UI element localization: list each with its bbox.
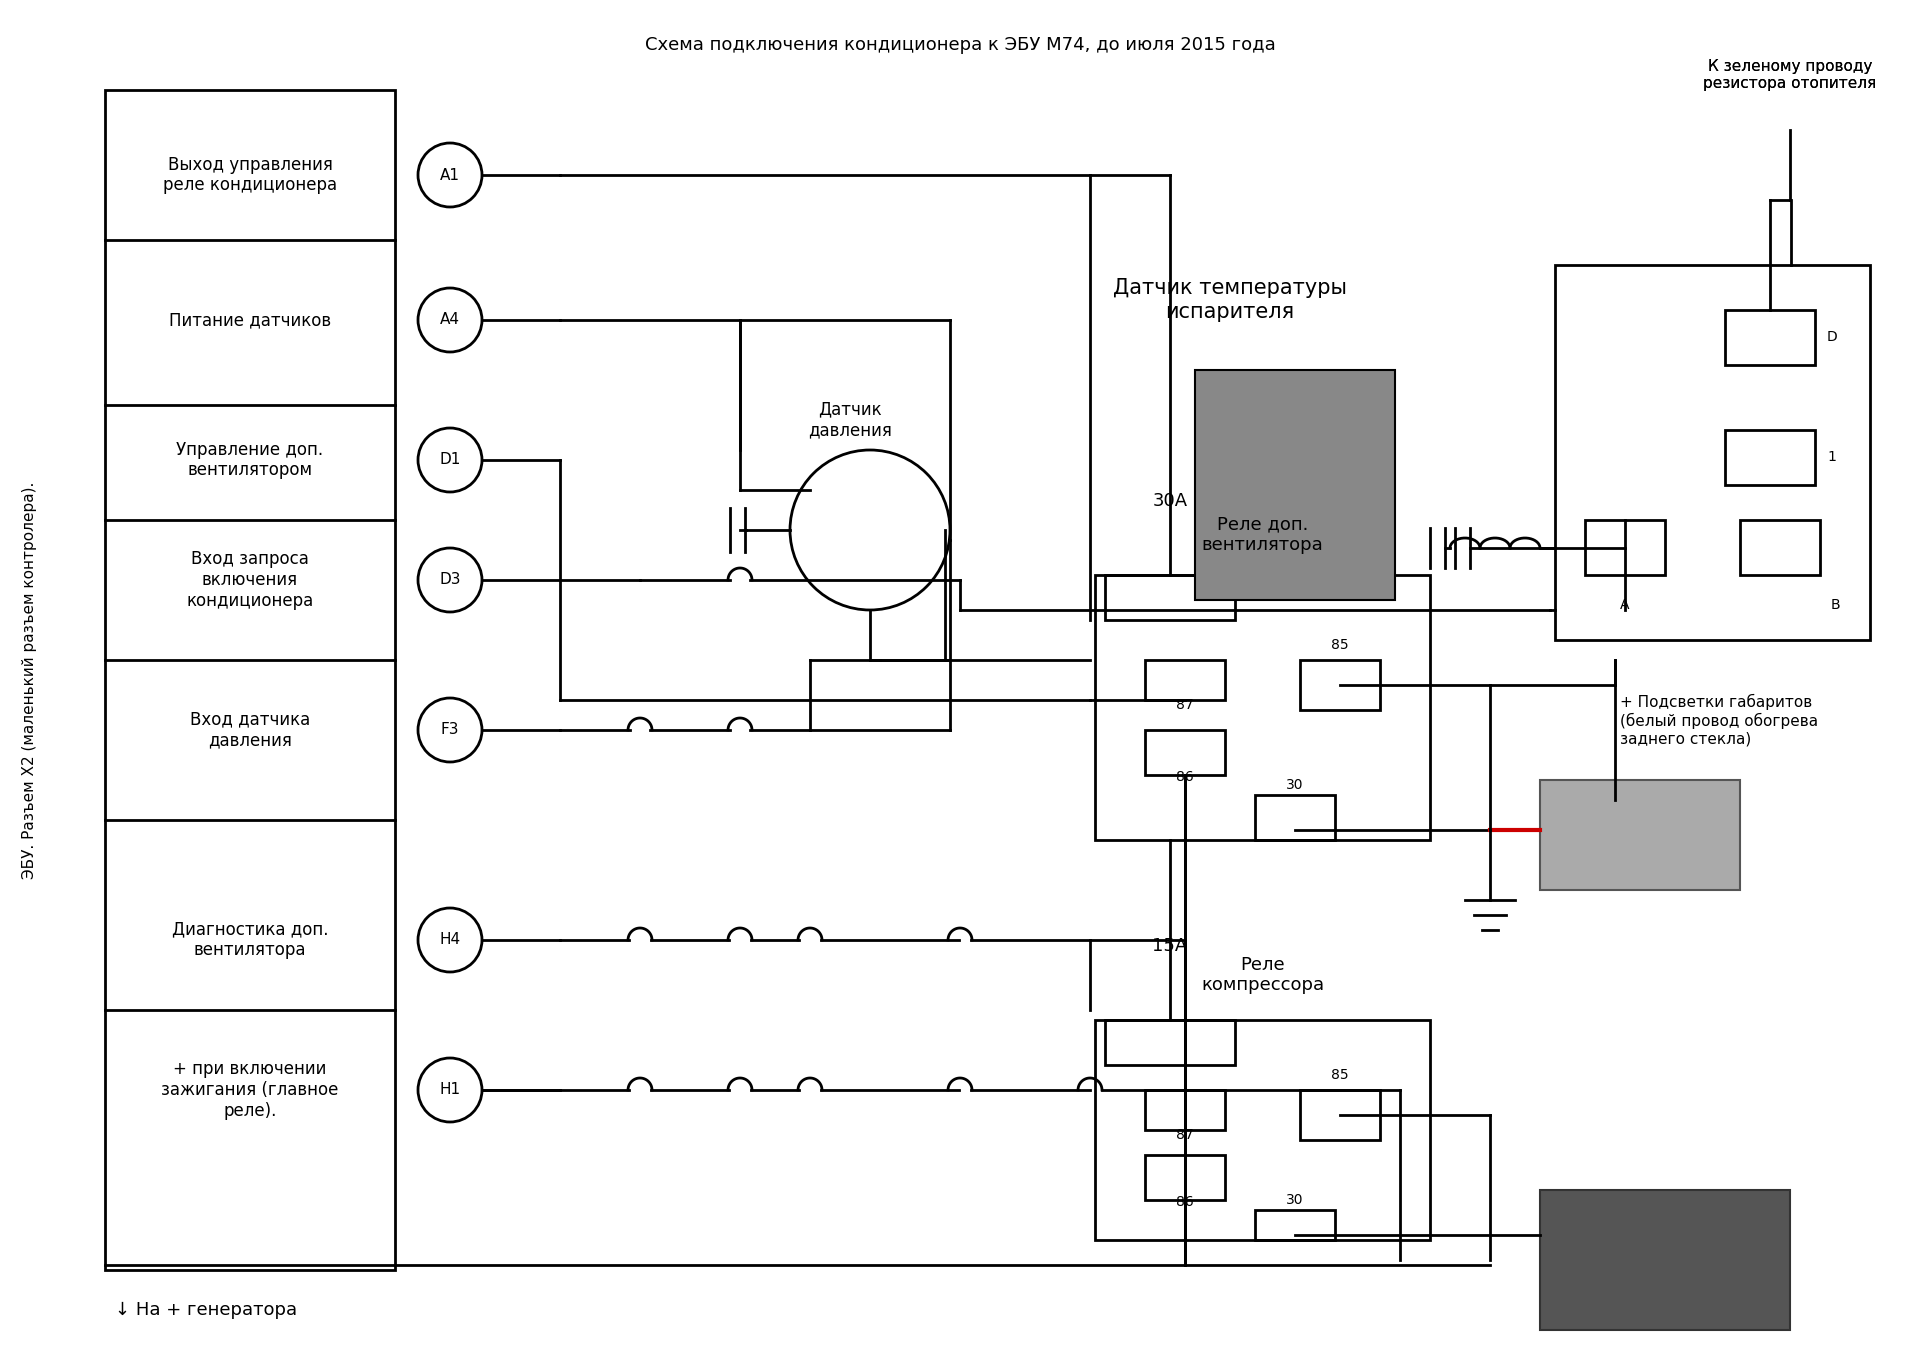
Text: Питание датчиков: Питание датчиков	[169, 311, 330, 329]
Text: 30А: 30А	[1152, 492, 1188, 511]
Text: Вход датчика
давления: Вход датчика давления	[190, 710, 311, 750]
Text: Реле доп.
вентилятора: Реле доп. вентилятора	[1202, 516, 1323, 554]
Text: 15А: 15А	[1152, 937, 1188, 955]
Text: Реле
компрессора: Реле компрессора	[1200, 956, 1325, 994]
Text: 85: 85	[1331, 1067, 1350, 1082]
Text: 87: 87	[1177, 1128, 1194, 1142]
Text: Вход запроса
включения
кондиционера: Вход запроса включения кондиционера	[186, 550, 313, 610]
Bar	[1256, 794, 1334, 841]
Text: F3: F3	[442, 722, 459, 737]
Text: ↓ На + генератора: ↓ На + генератора	[115, 1301, 298, 1319]
Text: D1: D1	[440, 452, 461, 467]
Text: A1: A1	[440, 167, 461, 182]
FancyBboxPatch shape	[1540, 779, 1740, 889]
Text: + при включении
зажигания (главное
реле).: + при включении зажигания (главное реле)…	[161, 1061, 338, 1120]
Bar	[1144, 1090, 1225, 1130]
Bar	[1555, 265, 1870, 640]
Text: 87: 87	[1177, 698, 1194, 712]
Bar	[1106, 1020, 1235, 1065]
FancyBboxPatch shape	[1194, 369, 1396, 600]
Bar	[1094, 574, 1430, 841]
Text: B: B	[1830, 598, 1839, 612]
Bar	[106, 90, 396, 1270]
Bar	[1586, 520, 1665, 574]
Bar	[1144, 660, 1225, 699]
Text: Схема подключения кондиционера к ЭБУ М74, до июля 2015 года: Схема подключения кондиционера к ЭБУ М74…	[645, 37, 1275, 54]
Text: 85: 85	[1331, 638, 1350, 652]
Text: + Подсветки габаритов
(белый провод обогрева
заднего стекла): + Подсветки габаритов (белый провод обог…	[1620, 694, 1818, 746]
Bar	[1740, 520, 1820, 574]
Text: H1: H1	[440, 1082, 461, 1097]
FancyBboxPatch shape	[1540, 1190, 1789, 1329]
Text: 30: 30	[1286, 1192, 1304, 1207]
Text: ЭБУ. Разъем Х2 (маленький разъем контролера).: ЭБУ. Разъем Х2 (маленький разъем контрол…	[23, 481, 38, 879]
Text: Выход управления
реле кондиционера: Выход управления реле кондиционера	[163, 156, 338, 194]
Text: К зеленому проводу
резистора отопителя: К зеленому проводу резистора отопителя	[1703, 58, 1876, 91]
Bar	[1094, 1020, 1430, 1240]
Text: A: A	[1620, 598, 1630, 612]
Text: Датчик
давления: Датчик давления	[808, 401, 893, 440]
Text: Датчик температуры
испарителя: Датчик температуры испарителя	[1114, 278, 1348, 322]
Text: К зеленому проводу
резистора отопителя: К зеленому проводу резистора отопителя	[1703, 58, 1876, 91]
Text: Диагностика доп.
вентилятора: Диагностика доп. вентилятора	[171, 921, 328, 959]
Bar	[1106, 574, 1235, 621]
Text: D: D	[1826, 330, 1837, 344]
Bar	[1724, 310, 1814, 365]
Text: 86: 86	[1177, 1195, 1194, 1209]
Text: 30: 30	[1286, 778, 1304, 792]
Text: 86: 86	[1177, 770, 1194, 784]
Text: D3: D3	[440, 573, 461, 588]
Bar	[1256, 1210, 1334, 1240]
Text: 1: 1	[1828, 449, 1836, 464]
Text: Управление доп.
вентилятором: Управление доп. вентилятором	[177, 440, 324, 479]
Bar	[1144, 731, 1225, 775]
Text: H4: H4	[440, 933, 461, 948]
Bar	[1144, 1156, 1225, 1200]
Bar	[1724, 430, 1814, 485]
Bar	[1300, 660, 1380, 710]
Bar	[1300, 1090, 1380, 1139]
Text: A4: A4	[440, 312, 461, 327]
